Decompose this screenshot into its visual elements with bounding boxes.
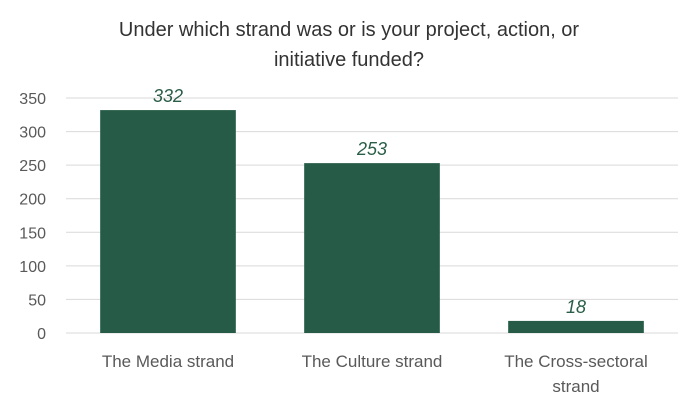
x-axis-ticks: The Media strand The Culture strand The Cr… <box>102 352 648 396</box>
bar <box>508 320 644 333</box>
x-tick-label: The Media strand <box>102 352 234 371</box>
bars <box>100 110 644 333</box>
y-tick-label: 100 <box>19 259 46 276</box>
data-label: 18 <box>566 297 586 317</box>
data-labels: 332 253 18 <box>153 86 586 317</box>
data-label: 332 <box>153 86 183 106</box>
chart-title-line: Under which strand was or is your projec… <box>119 19 580 41</box>
y-tick-label: 150 <box>19 225 46 242</box>
x-tick-label: The Cross-sectoral <box>504 352 648 371</box>
y-tick-label: 250 <box>19 158 46 175</box>
y-axis-ticks: 0 50 100 150 200 250 300 350 <box>19 91 46 343</box>
y-tick-label: 0 <box>37 326 46 343</box>
bar <box>100 110 236 333</box>
y-tick-label: 350 <box>19 91 46 108</box>
x-tick-label: The Culture strand <box>302 352 443 371</box>
y-tick-label: 200 <box>19 192 46 209</box>
chart-title: Under which strand was or is your projec… <box>119 19 580 71</box>
data-label: 253 <box>356 139 387 159</box>
y-tick-label: 300 <box>19 125 46 142</box>
bar <box>304 163 440 333</box>
chart-title-line: initiative funded? <box>274 49 424 71</box>
y-tick-label: 50 <box>28 292 46 309</box>
x-tick-label: strand <box>552 377 599 396</box>
